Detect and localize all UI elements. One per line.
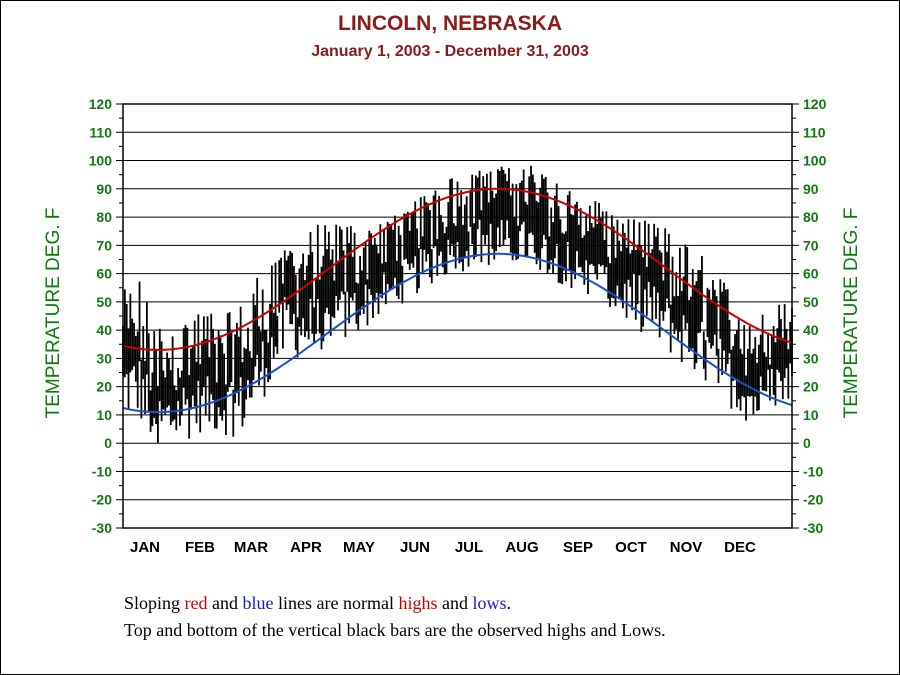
y-tick-label-right: 50 <box>803 294 819 310</box>
y-tick-label-right: 110 <box>803 124 826 140</box>
normal-low-line <box>122 252 793 414</box>
y-tick-label-right: 90 <box>803 181 819 197</box>
y-tick-label-right: 40 <box>803 322 819 338</box>
x-tick-label: APR <box>290 539 322 556</box>
y-tick-label-left: 120 <box>89 96 113 112</box>
x-tick-label: MAY <box>343 539 375 556</box>
y-tick-label-right: -10 <box>803 463 823 479</box>
caption-highs-word: highs <box>398 593 438 613</box>
y-tick-label-left: 60 <box>96 266 112 282</box>
y-tick-label-left: 0 <box>104 435 112 451</box>
caption-line-2: Top and bottom of the vertical black bar… <box>124 620 666 640</box>
y-tick-label-left: 10 <box>96 407 112 423</box>
y-tick-label-right: 30 <box>803 350 819 366</box>
x-tick-label: DEC <box>724 539 756 556</box>
y-tick-label-right: -20 <box>803 492 823 508</box>
x-tick-label: NOV <box>670 539 703 556</box>
x-tick-label: OCT <box>615 539 647 556</box>
y-axis-label-right: TEMPERATURE DEG. F <box>841 207 862 419</box>
y-tick-label-left: -30 <box>92 520 112 536</box>
plot-area <box>122 103 793 529</box>
y-tick-label-left: 80 <box>96 209 112 225</box>
y-tick-label-left: 100 <box>89 153 113 169</box>
caption-lows-word: lows <box>472 593 507 613</box>
x-tick-label: JAN <box>130 539 160 556</box>
y-tick-label-left: 20 <box>96 379 112 395</box>
y-tick-label-left: 70 <box>96 237 112 253</box>
normal-high-line <box>122 187 793 351</box>
x-tick-label: SEP <box>563 539 593 556</box>
x-tick-label: JUL <box>455 539 483 556</box>
x-tick-label: JUN <box>400 539 430 556</box>
y-tick-label-left: -10 <box>92 463 112 479</box>
y-tick-label-left: 50 <box>96 294 112 310</box>
y-tick-label-right: 70 <box>803 237 819 253</box>
x-tick-label: FEB <box>185 539 215 556</box>
y-tick-label-right: 100 <box>803 153 827 169</box>
y-tick-label-right: 60 <box>803 266 819 282</box>
caption-line-1: Sloping red and blue lines are normal hi… <box>124 593 511 614</box>
y-tick-label-right: 0 <box>803 435 811 451</box>
y-tick-label-right: 120 <box>803 96 827 112</box>
y-tick-label-right: -30 <box>803 520 823 536</box>
y-axis-label-left: TEMPERATURE DEG. F <box>43 207 64 419</box>
caption-text: . <box>506 593 512 613</box>
y-tick-label-left: 30 <box>96 350 112 366</box>
chart-subtitle: January 1, 2003 - December 31, 2003 <box>311 43 589 60</box>
y-tick-label-left: 90 <box>96 181 112 197</box>
y-tick-label-left: 40 <box>96 322 112 338</box>
x-tick-label: AUG <box>505 539 538 556</box>
caption-text: and <box>437 593 473 613</box>
caption-blue-word: blue <box>242 593 274 613</box>
caption-red-word: red <box>184 593 208 613</box>
y-tick-label-left: 110 <box>89 124 112 140</box>
y-tick-label-right: 10 <box>803 407 819 423</box>
caption-text: lines are normal <box>273 593 399 613</box>
x-tick-label: MAR <box>234 539 268 556</box>
y-tick-label-right: 80 <box>803 209 819 225</box>
chart-title: LINCOLN, NEBRASKA <box>338 12 562 35</box>
y-tick-label-right: 20 <box>803 379 819 395</box>
y-tick-label-left: -20 <box>92 492 112 508</box>
caption-text: and <box>207 593 243 613</box>
caption-text: Sloping <box>124 593 185 613</box>
